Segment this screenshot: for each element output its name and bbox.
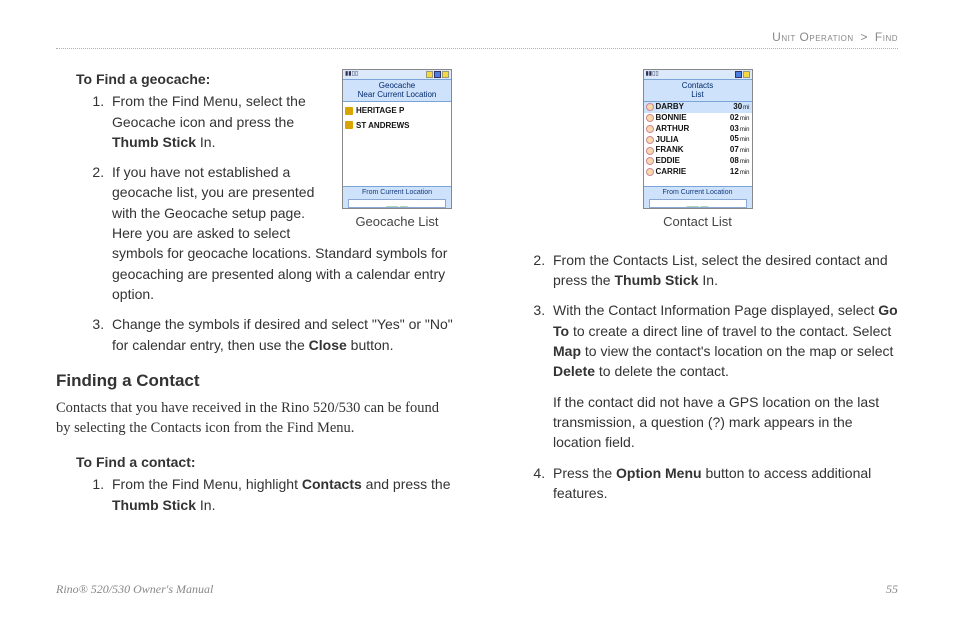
cache-item-label: HERITAGE P [356,105,404,117]
contact-name: JULIA [656,135,679,145]
figure-caption: Geocache List [337,213,457,232]
screen-footer: From Current Location ___ __ [644,186,752,208]
step-item: With the Contact Information Page displa… [549,300,898,452]
contact-row: BONNIE 02min [644,113,752,124]
contact-row: CARRIE 12min [644,167,752,178]
cache-item-label: ST ANDREWS [356,120,409,132]
screen-body: DARBY 30mi BONNIE 02min ARTHUR 03min JULIA 05mi… [644,102,752,186]
step-item: From the Contacts List, select the desir… [549,250,898,291]
screen-body: HERITAGE P ST ANDREWS [343,102,451,186]
contact-row: FRANK 07min [644,145,752,156]
screen-title-line2: List [691,91,703,100]
face-icon [646,168,654,176]
contact-row: EDDIE 08min [644,156,752,167]
figure-contacts: ▮▮▯▯ Contacts List DARBY30miBONNIE02minA… [497,69,898,232]
contact-name: ARTHUR [656,124,690,134]
contact-row: ARTHUR 03min [644,124,752,135]
cache-item: HERITAGE P [345,104,449,118]
contact-name: CARRIE [656,167,687,177]
search-strip: ___ __ [649,199,747,208]
page-number: 55 [886,582,898,597]
right-column: ▮▮▯▯ Contacts List DARBY30miBONNIE02minA… [497,69,898,525]
step-note: If the contact did not have a GPS locati… [553,392,898,453]
contact-row: DARBY 30mi [644,102,752,113]
footer-label: From Current Location [662,189,732,196]
contact-name: EDDIE [656,156,680,166]
contact-steps-right: From the Contacts List, select the desir… [517,250,898,503]
contact-dist: 12min [730,167,750,178]
step-item: From the Find Menu, highlight Contacts a… [108,474,457,515]
screen-footer: From Current Location ___ __ [343,186,451,208]
cache-item: ST ANDREWS [345,119,449,133]
screen-title-line2: Near Current Location [358,91,437,100]
contact-heading: To Find a contact: [76,452,457,472]
finding-contact-intro: Contacts that you have received in the R… [56,398,457,439]
page-footer: Rino® 520/530 Owner's Manual 55 [56,582,898,597]
screen-title: Contacts List [644,80,752,102]
status-bar: ▮▮▯▯ [343,70,451,80]
contact-name: BONNIE [656,113,687,123]
content-columns: ▮▮▯▯ Geocache Near Current Location HERI… [56,69,898,525]
cache-icon [345,107,353,115]
left-column: ▮▮▯▯ Geocache Near Current Location HERI… [56,69,457,525]
status-bar: ▮▮▯▯ [644,70,752,80]
breadcrumb-page: Find [875,30,898,44]
face-icon [646,157,654,165]
finding-contact-heading: Finding a Contact [56,369,457,394]
face-icon [646,136,654,144]
face-icon [646,103,654,111]
footer-label: From Current Location [362,189,432,196]
contact-dist: 05min [730,134,750,145]
face-icon [646,147,654,155]
contact-dist: 30mi [733,102,749,113]
breadcrumb-sep: > [861,30,869,44]
search-strip: ___ __ [348,199,446,208]
step-item: Press the Option Menu button to access a… [549,463,898,504]
contact-dist: 07min [730,145,750,156]
contact-name: FRANK [656,145,684,155]
contact-steps-left: From the Find Menu, highlight Contacts a… [76,474,457,515]
screen-title: Geocache Near Current Location [343,80,451,102]
geocache-screen: ▮▮▯▯ Geocache Near Current Location HERI… [342,69,452,209]
face-icon [646,125,654,133]
figure-caption: Contact List [497,213,898,232]
figure-geocache: ▮▮▯▯ Geocache Near Current Location HERI… [337,69,457,232]
footer-title: Rino® 520/530 Owner's Manual [56,582,213,597]
contact-dist: 03min [730,124,750,135]
contact-dist: 08min [730,156,750,167]
contact-dist: 02min [730,113,750,124]
contact-row: JULIA 05min [644,134,752,145]
contacts-screen: ▮▮▯▯ Contacts List DARBY30miBONNIE02minA… [643,69,753,209]
face-icon [646,114,654,122]
step-item: Change the symbols if desired and select… [108,314,457,355]
breadcrumb: Unit Operation > Find [56,30,898,48]
contact-name: DARBY [656,102,684,112]
breadcrumb-section: Unit Operation [772,30,854,44]
cache-icon [345,121,353,129]
header-divider [56,48,898,49]
